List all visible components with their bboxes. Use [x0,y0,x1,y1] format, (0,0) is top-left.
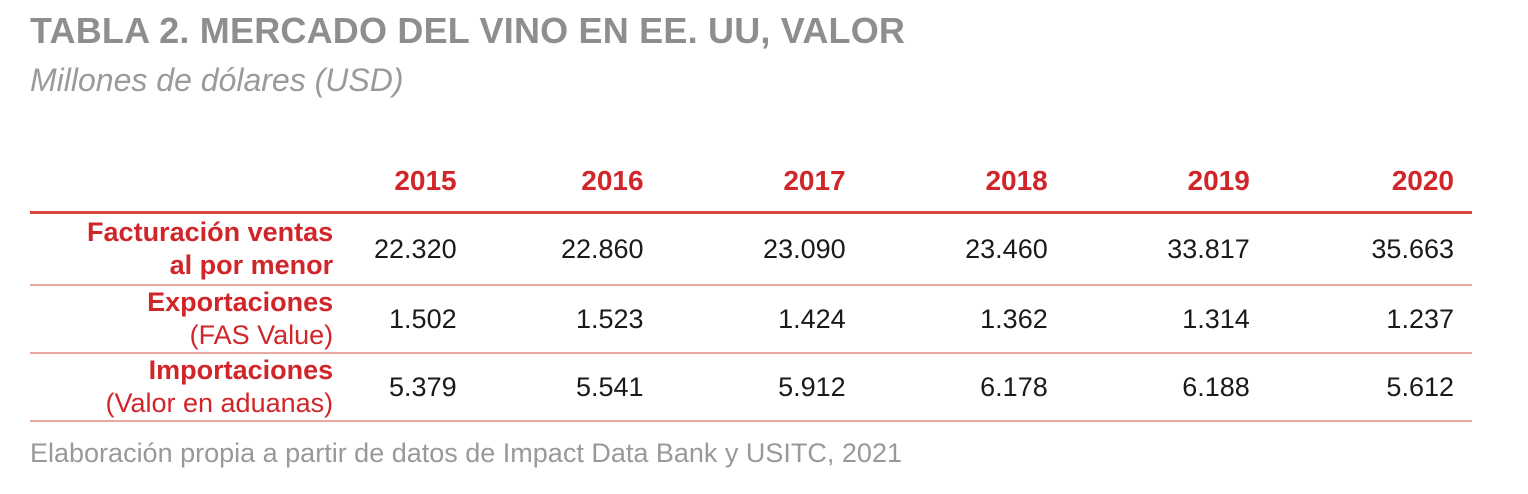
table-cell: 22.320 [374,233,457,264]
table-cell: 5.612 [1386,371,1454,402]
table-row: Facturación ventas al por menor 22.320 2… [30,213,1472,286]
row-label: Exportaciones (FAS Value) [30,285,333,353]
table-cell: 1.502 [389,303,457,334]
year-header: 2020 [1391,164,1454,196]
table-cell: 6.188 [1182,371,1250,402]
row-label-line1: Facturación ventas [87,217,334,247]
year-header: 2016 [581,164,644,196]
row-label-line2: (Valor en aduanas) [105,388,334,418]
table-cell: 35.663 [1371,233,1454,264]
table-row: Exportaciones (FAS Value) 1.502 1.523 1.… [30,285,1472,353]
year-header: 2018 [985,164,1048,196]
header-row: 2015 2016 2017 2018 2019 2020 [30,150,1472,213]
table-cell: 1.314 [1182,303,1250,334]
table-cell: 1.424 [778,303,846,334]
table-cell: 22.860 [560,233,644,264]
table-title: TABLA 2. MERCADO DEL VINO EN EE. UU, VAL… [30,10,906,51]
table-subtitle: Millones de dólares (USD) [30,62,404,98]
table-cell: 33.817 [1167,233,1250,264]
year-header: 2017 [783,164,846,196]
year-header: 2019 [1187,164,1250,196]
row-label: Importaciones (Valor en aduanas) [30,353,333,421]
row-label-line2: al por menor [169,250,334,280]
table-cell: 5.379 [389,371,457,402]
header-corner [30,150,333,213]
table-cell: 5.912 [778,371,846,402]
table-cell: 6.178 [980,371,1048,402]
row-label: Facturación ventas al por menor [30,213,333,286]
table-cell: 23.090 [763,233,846,264]
table-cell: 1.362 [980,303,1048,334]
table-row: Importaciones (Valor en aduanas) 5.379 5… [30,353,1472,421]
table-cell: 23.460 [965,233,1048,264]
table-cell: 1.237 [1386,303,1454,334]
wine-market-table: 2015 2016 2017 2018 2019 2020 Facturació… [30,150,1472,422]
year-header: 2015 [394,164,457,196]
row-label-line1: Importaciones [148,355,334,385]
table-cell: 1.523 [575,303,644,334]
table-cell: 5.541 [575,371,644,402]
row-label-line1: Exportaciones [147,287,334,317]
row-label-line2: (FAS Value) [189,320,334,350]
source-note: Elaboración propia a partir de datos de … [30,438,902,468]
